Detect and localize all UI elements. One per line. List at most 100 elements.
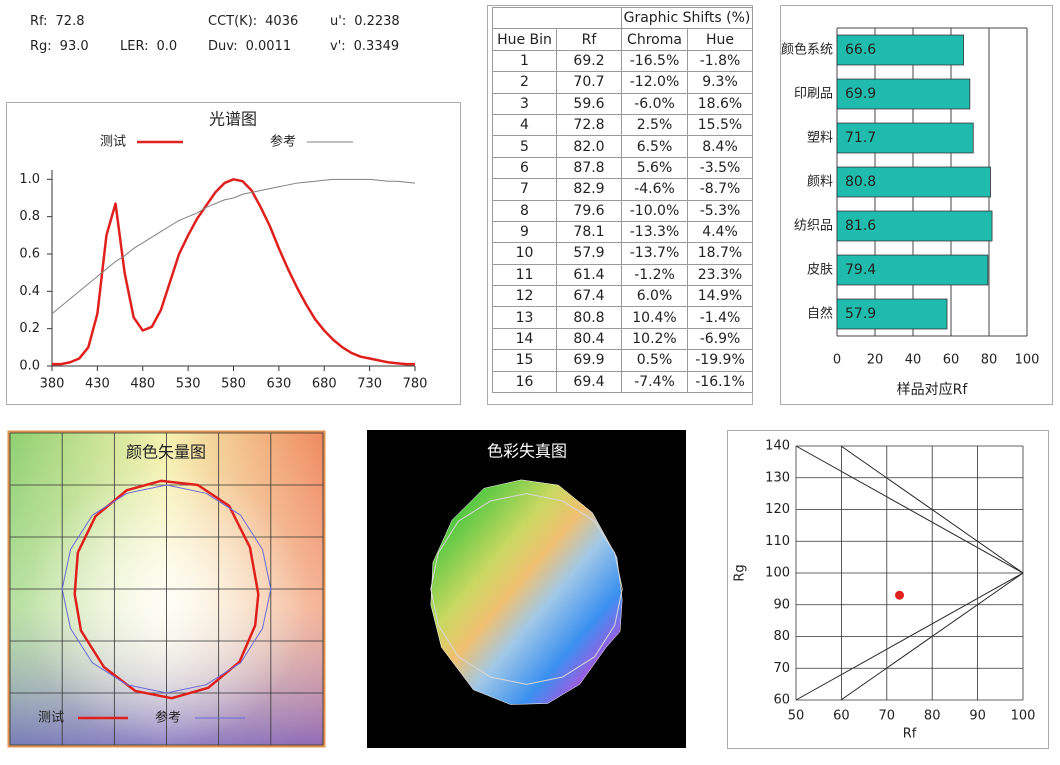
table-cell: 7 [492,178,557,201]
table-cell: -7.4% [621,370,688,394]
metric-label: Duv: [208,39,238,54]
table-row: 16 69.4 -7.4% -16.1% [492,370,753,394]
table-cell: -6.9% [687,327,753,351]
table-cell: 69.4 [556,370,622,394]
table-cell: 78.1 [556,220,622,244]
y-tick-label: 140 [765,439,790,454]
hue-bin-table: Graphic Shifts (%) Hue Bin Rf Chroma Hue 1 69.… [492,6,753,394]
table-cell: 70.7 [556,71,622,94]
metric-label: Rf: [30,14,48,29]
table-cell: 15.5% [687,113,753,137]
y-tick-label: 0.8 [19,209,40,224]
table-row: 8 79.6 -10.0% -5.3% [492,199,753,222]
y-tick-label: 0.0 [19,359,40,374]
bar [836,78,971,110]
table-row: 14 80.4 10.2% -6.9% [492,327,753,351]
table-cell: 6.0% [621,285,688,308]
category-label: 皮肤 [807,263,833,278]
bar [836,254,989,286]
group-header: Graphic Shifts (%) [621,6,753,30]
x-tick-label: 730 [357,377,382,392]
chart-title: 光谱图 [209,110,257,129]
y-tick-label: 60 [773,693,790,708]
y-tick-label: 0.6 [19,247,40,262]
x-tick-label: 70 [879,709,896,724]
table-cell: 1 [492,49,557,73]
value-label: 66.6 [845,42,876,58]
header-row: Hue Bin Rf Chroma Hue [492,28,753,51]
value-label: 79.4 [845,262,876,278]
column-header: Hue [687,28,753,51]
series-line [51,178,416,315]
table-cell: -13.7% [621,242,688,265]
table-cell: 6 [492,156,557,180]
panel-frame [727,430,1049,749]
metric-label: LER: [120,39,149,54]
table-row: 1 69.2 -16.5% -1.8% [492,49,753,73]
metric-label: u': [330,14,347,29]
metric: Rg: 93.0 [30,39,89,54]
x-tick-label: 100 [1015,353,1040,368]
x-tick-label: 680 [312,377,337,392]
table-cell: 6.5% [621,135,688,158]
legend-label: 参考 [155,710,181,726]
panel-frame [6,102,461,405]
table-cell: -16.1% [687,370,753,394]
panel-frame [487,5,753,405]
x-tick-label: 90 [969,709,986,724]
x-tick-label: 380 [40,377,65,392]
table-row: 9 78.1 -13.3% 4.4% [492,220,753,244]
table-cell: -5.3% [687,199,753,222]
table-cell: 69.2 [556,49,622,73]
table-cell: 9.3% [687,71,753,94]
metric-label: Rg: [30,39,52,54]
table-cell: 4.4% [687,220,753,244]
table-row: 11 61.4 -1.2% 23.3% [492,263,753,287]
value-label: 69.9 [845,86,876,102]
table-cell: 8 [492,199,557,222]
x-tick-label: 780 [403,377,428,392]
table-cell: 12 [492,285,557,308]
column-header: Chroma [621,28,688,51]
table-cell: -6.0% [621,92,688,115]
table-cell: 57.9 [556,242,622,265]
table-cell: -3.5% [687,156,753,180]
table-cell: 8.4% [687,135,753,158]
table-row: 13 80.8 10.4% -1.4% [492,306,753,329]
x-tick-label: 430 [85,377,110,392]
x-axis-label: Rf [903,727,917,742]
table-cell: 23.3% [687,263,753,287]
metric: Rf: 72.8 [30,14,84,29]
column-header: Hue Bin [492,28,557,51]
bar [836,122,974,154]
table-row: 12 67.4 6.0% 14.9% [492,285,753,308]
table-cell: 5.6% [621,156,688,180]
table-cell: -16.5% [621,49,688,73]
metric-value: 4036 [265,14,299,29]
chart-title: 色彩失真图 [487,442,567,461]
table-cell: 2.5% [621,113,688,137]
metric: CCT(K): 4036 [208,14,298,29]
metric: v': 0.3349 [330,39,399,54]
table-cell: 72.8 [556,113,622,137]
category-label: 塑料 [807,131,833,146]
table-cell: 10.4% [621,306,688,329]
series-polygon [430,479,623,705]
table-cell: 3 [492,92,557,115]
x-tick-label: 20 [867,353,884,368]
metric: Duv: 0.0011 [208,39,291,54]
x-tick-label: 480 [130,377,155,392]
x-tick-label: 100 [1011,709,1036,724]
table-cell: 61.4 [556,263,622,287]
category-label: 印刷品 [794,87,833,102]
legend-label: 测试 [38,711,64,726]
series-polygon [61,484,272,694]
table-row: 10 57.9 -13.7% 18.7% [492,242,753,265]
table-cell: 13 [492,306,557,329]
y-tick-label: 0.4 [19,284,40,299]
table-cell: 11 [492,263,557,287]
table-cell: 87.8 [556,156,622,180]
legend-label: 测试 [100,135,126,150]
y-tick-label: 70 [773,661,790,676]
panel-frame [780,5,1053,405]
